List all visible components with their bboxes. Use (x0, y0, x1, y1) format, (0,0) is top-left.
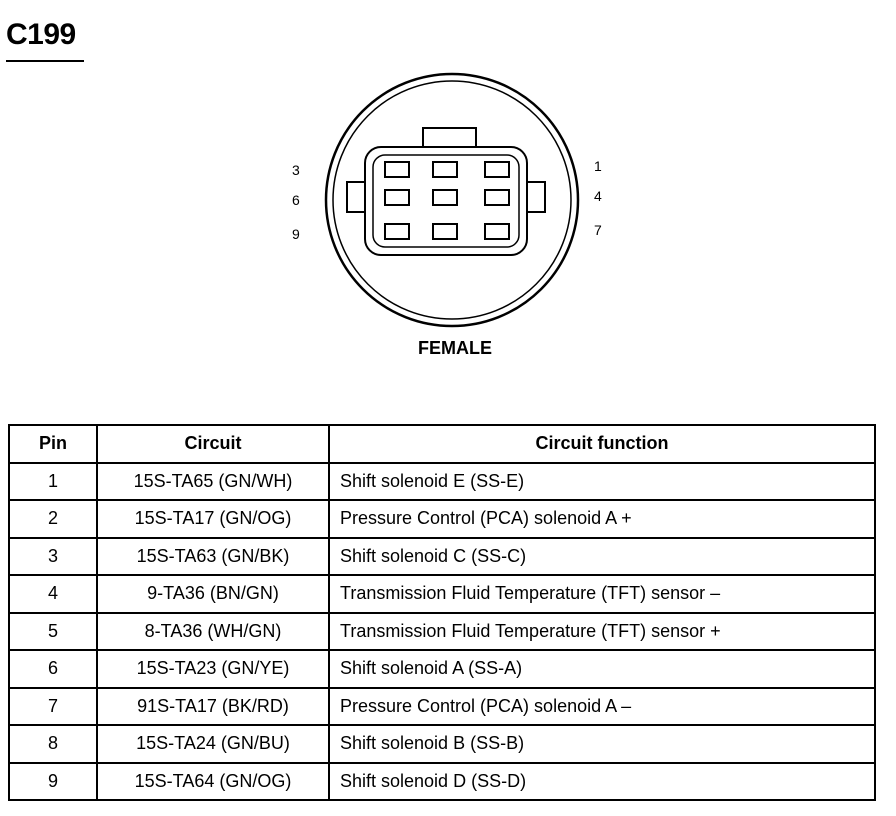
pin-cavity (432, 161, 458, 178)
cell-pin: 9 (8, 761, 98, 801)
cell-pin: 5 (8, 611, 98, 651)
table-row: 7 91S-TA17 (BK/RD) Pressure Control (PCA) … (8, 686, 876, 726)
cell-function: Shift solenoid C (SS-C) (328, 536, 876, 576)
cell-function: Pressure Control (PCA) solenoid A – (328, 686, 876, 726)
pin-label-4: 4 (594, 188, 602, 204)
cell-pin: 1 (8, 461, 98, 501)
table-header-row: Pin Circuit Circuit function (8, 424, 876, 464)
table-row: 8 15S-TA24 (GN/BU) Shift solenoid B (SS-B) (8, 724, 876, 764)
cell-circuit: 15S-TA64 (GN/OG) (96, 761, 330, 801)
cell-circuit: 9-TA36 (BN/GN) (96, 574, 330, 614)
pin-label-3: 3 (292, 162, 300, 178)
pin-cavity (484, 223, 510, 240)
pin-cavity (484, 161, 510, 178)
connector-left-latch (346, 181, 365, 213)
pin-cavity (384, 223, 410, 240)
cell-circuit: 15S-TA17 (GN/OG) (96, 499, 330, 539)
pin-label-1: 1 (594, 158, 602, 174)
table-row: 3 15S-TA63 (GN/BK) Shift solenoid C (SS-C) (8, 536, 876, 576)
header-function: Circuit function (328, 424, 876, 464)
gender-label: FEMALE (418, 338, 492, 358)
table-row: 6 15S-TA23 (GN/YE) Shift solenoid A (SS-A) (8, 649, 876, 689)
cell-pin: 3 (8, 536, 98, 576)
cell-circuit: 15S-TA24 (GN/BU) (96, 724, 330, 764)
connector-key-tab (422, 127, 477, 148)
pin-cavity (384, 189, 410, 206)
pin-label-6: 6 (292, 192, 300, 208)
cell-pin: 8 (8, 724, 98, 764)
table-row: 1 15S-TA65 (GN/WH) Shift solenoid E (SS-E) (8, 461, 876, 501)
table-row: 2 15S-TA17 (GN/OG) Pressure Control (PCA) … (8, 499, 876, 539)
cell-pin: 6 (8, 649, 98, 689)
pin-cavities (384, 161, 510, 240)
pin-cavity (484, 189, 510, 206)
pinout-table: Pin Circuit Circuit function 1 15S-TA65 (… (8, 424, 876, 801)
cell-circuit: 15S-TA23 (GN/YE) (96, 649, 330, 689)
connector-housing-inner (372, 154, 520, 248)
connector-housing (364, 146, 528, 256)
table-row: 9 15S-TA64 (GN/OG) Shift solenoid D (SS-D) (8, 761, 876, 801)
pin-cavity (432, 223, 458, 240)
connector-face-diagram (324, 72, 580, 328)
connector-inner-ring (332, 80, 572, 320)
connector-right-latch (527, 181, 546, 213)
cell-circuit: 8-TA36 (WH/GN) (96, 611, 330, 651)
cell-circuit: 15S-TA63 (GN/BK) (96, 536, 330, 576)
cell-pin: 7 (8, 686, 98, 726)
cell-function: Shift solenoid B (SS-B) (328, 724, 876, 764)
header-pin: Pin (8, 424, 98, 464)
cell-function: Transmission Fluid Temperature (TFT) sen… (328, 611, 876, 651)
table-row: 4 9-TA36 (BN/GN) Transmission Fluid Temper… (8, 574, 876, 614)
cell-function: Shift solenoid A (SS-A) (328, 649, 876, 689)
cell-function: Shift solenoid E (SS-E) (328, 461, 876, 501)
pin-cavity (432, 189, 458, 206)
connector-title: C199 (6, 18, 76, 51)
pin-label-9: 9 (292, 226, 300, 242)
cell-circuit: 91S-TA17 (BK/RD) (96, 686, 330, 726)
pin-cavity (384, 161, 410, 178)
connector-outer-ring (324, 72, 580, 328)
table-row: 5 8-TA36 (WH/GN) Transmission Fluid Temper… (8, 611, 876, 651)
cell-function: Pressure Control (PCA) solenoid A + (328, 499, 876, 539)
cell-pin: 2 (8, 499, 98, 539)
cell-function: Shift solenoid D (SS-D) (328, 761, 876, 801)
cell-circuit: 15S-TA65 (GN/WH) (96, 461, 330, 501)
cell-pin: 4 (8, 574, 98, 614)
header-circuit: Circuit (96, 424, 330, 464)
title-underline (6, 60, 84, 62)
pin-label-7: 7 (594, 222, 602, 238)
cell-function: Transmission Fluid Temperature (TFT) sen… (328, 574, 876, 614)
